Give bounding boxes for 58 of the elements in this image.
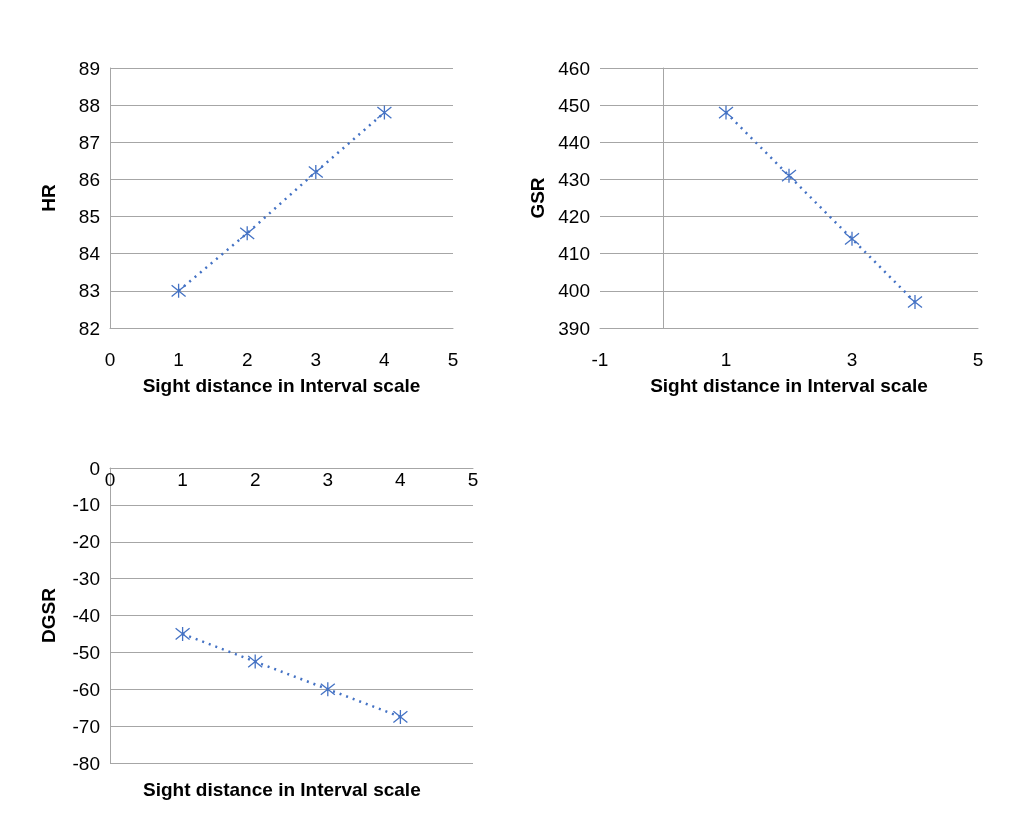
- x-tick-label: 0: [104, 349, 116, 370]
- y-tick-label: 440: [558, 131, 590, 153]
- y-tick-label: 420: [558, 206, 590, 228]
- x-tick-label: 2: [241, 349, 253, 370]
- point: [320, 681, 336, 697]
- y-axis-title: HR: [38, 184, 59, 212]
- x-tick-label: 0: [104, 469, 116, 490]
- point: [239, 225, 255, 241]
- y-tick-label: 89: [78, 57, 100, 79]
- y-tick-label: 410: [558, 243, 590, 265]
- y-tick-label: 450: [558, 94, 590, 116]
- x-tick-label: 3: [310, 349, 322, 370]
- y-tick-label: 460: [558, 57, 590, 79]
- x-tick-label: 5: [467, 469, 479, 490]
- y-tick-label: -50: [72, 641, 100, 663]
- y-tick-label: 86: [78, 168, 100, 190]
- y-axis-title: GSR: [527, 177, 549, 219]
- x-tick-label: 4: [395, 469, 407, 490]
- y-tick-label: -20: [72, 531, 100, 553]
- x-tick-label: 5: [972, 349, 984, 370]
- x-tick-label: 1: [173, 349, 184, 370]
- y-tick-label: -80: [72, 752, 100, 774]
- y-tick-label: 400: [558, 280, 590, 302]
- x-tick-label: 1: [177, 469, 188, 490]
- point: [308, 164, 324, 180]
- y-tick-label: -30: [72, 568, 100, 590]
- point: [781, 168, 797, 184]
- x-tick-label: 3: [846, 349, 858, 370]
- y-tick-label: 88: [78, 94, 100, 116]
- y-tick-label: 87: [78, 131, 100, 153]
- point: [376, 104, 393, 121]
- y-tick-label: 85: [78, 206, 100, 228]
- x-tick-label: 2: [249, 469, 261, 490]
- point: [247, 653, 263, 670]
- x-tick-label: -1: [591, 349, 609, 370]
- y-tick-label: 82: [78, 317, 100, 339]
- y-tick-label: -70: [72, 715, 100, 737]
- x-axis-title: Sight distance in Interval scale: [650, 375, 928, 396]
- point: [174, 626, 191, 642]
- y-axis-title: DGSR: [38, 587, 59, 643]
- x-axis-title: Sight distance in Interval scale: [143, 779, 421, 800]
- y-tick-label: -60: [72, 678, 100, 700]
- x-tick-label: 4: [379, 349, 391, 370]
- point: [392, 709, 409, 725]
- y-tick-label: -40: [72, 605, 100, 626]
- point: [718, 104, 734, 121]
- point: [170, 283, 187, 299]
- y-tick-label: 83: [78, 280, 100, 302]
- point: [844, 231, 860, 247]
- x-tick-label: 1: [720, 349, 732, 370]
- y-tick-label: 390: [558, 317, 590, 339]
- point: [907, 294, 923, 310]
- x-axis-title: Sight distance in Interval scale: [142, 375, 421, 396]
- x-tick-label: 3: [322, 469, 334, 490]
- y-tick-label: 430: [558, 168, 590, 190]
- x-tick-label: 5: [447, 349, 459, 370]
- y-tick-label: 84: [78, 243, 101, 265]
- y-tick-label: -10: [72, 494, 100, 516]
